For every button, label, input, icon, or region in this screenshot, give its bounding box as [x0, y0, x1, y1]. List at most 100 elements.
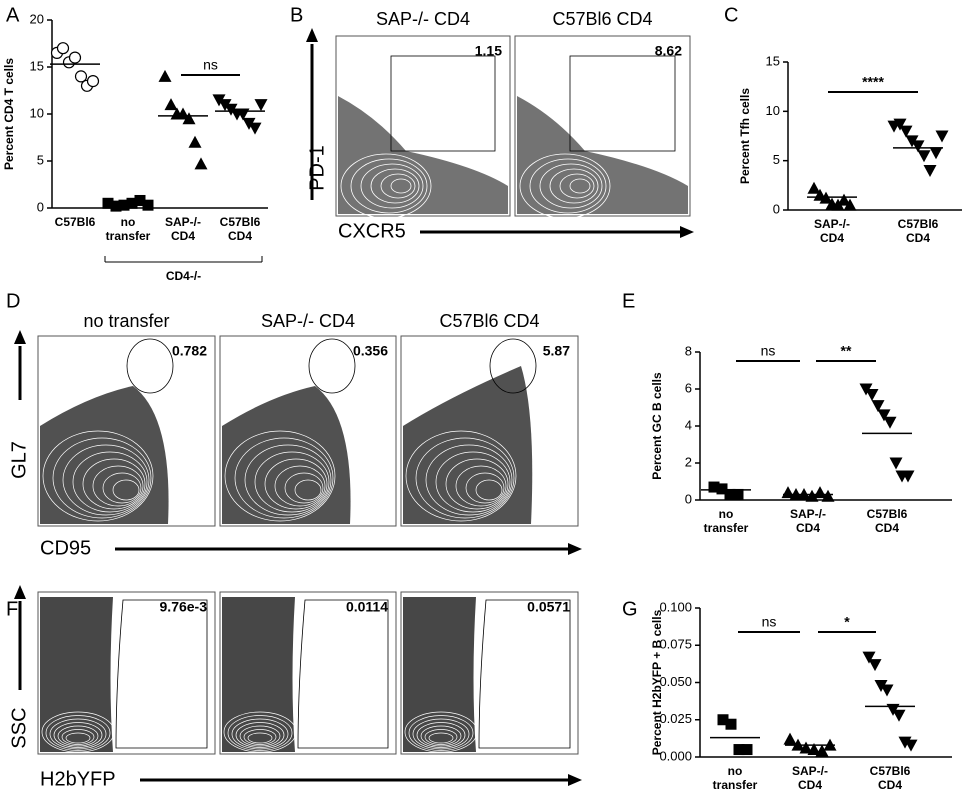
point — [865, 389, 879, 402]
point — [733, 744, 745, 756]
point — [68, 51, 82, 64]
x-axis-label: H2bYFP — [40, 768, 116, 790]
point — [892, 709, 906, 722]
contour — [284, 472, 324, 504]
x-tick-label: C57Bl6 — [870, 764, 911, 778]
contour — [539, 163, 603, 209]
point — [212, 94, 226, 107]
x-tick-label: CD4 — [820, 231, 844, 245]
contour — [425, 444, 513, 516]
point — [799, 741, 813, 754]
y-tick-label: 0 — [773, 201, 780, 216]
contour — [247, 732, 273, 744]
point — [134, 194, 146, 206]
point — [877, 409, 891, 422]
contour — [475, 479, 503, 501]
point — [923, 165, 937, 178]
contour — [243, 729, 277, 745]
x-tick-label: no — [719, 507, 734, 521]
group-label: CD4-/- — [166, 269, 201, 283]
contour — [231, 718, 289, 750]
contour — [264, 458, 328, 510]
y-tick-label: 5 — [37, 152, 44, 167]
gate — [390, 55, 496, 152]
panel-label: G — [622, 598, 638, 620]
contour — [380, 173, 416, 199]
contour — [92, 465, 144, 507]
contour — [340, 153, 432, 219]
point — [783, 732, 797, 745]
contour — [274, 465, 326, 507]
point — [889, 457, 903, 470]
density — [222, 597, 295, 752]
contour — [82, 458, 146, 510]
y-axis-label: PD-1 — [306, 145, 328, 191]
point — [158, 69, 172, 82]
contour — [370, 168, 420, 204]
x-tick-label: C57Bl6 — [867, 507, 908, 521]
x-tick-label: CD4 — [875, 521, 899, 535]
x-tick-label: transfer — [704, 521, 749, 535]
contour — [254, 451, 330, 513]
panel-label: C — [724, 4, 738, 26]
flow-plot-title: no transfer — [83, 311, 169, 331]
point — [716, 483, 728, 495]
gate-value: 1.15 — [475, 43, 502, 59]
significance-label: ns — [762, 614, 777, 630]
point — [893, 118, 907, 131]
point — [904, 739, 918, 752]
x-tick-label: no — [728, 764, 743, 778]
contour — [45, 715, 111, 751]
panel-label: D — [6, 290, 20, 312]
contour — [559, 173, 595, 199]
gate — [308, 338, 356, 394]
arrow-head — [568, 543, 582, 555]
x-tick-label: CD4 — [878, 778, 902, 792]
significance-label: ns — [761, 343, 776, 359]
density — [222, 386, 351, 524]
point — [741, 744, 753, 756]
gate — [297, 599, 389, 749]
gate-value: 0.782 — [172, 343, 207, 359]
flow-plot-title: C57Bl6 CD4 — [552, 9, 652, 29]
point — [242, 117, 256, 130]
contour — [519, 153, 611, 219]
contour — [61, 729, 95, 745]
y-axis-label: Percent CD4 T cells — [2, 58, 16, 170]
point — [224, 103, 238, 116]
y-tick-label: 15 — [30, 58, 44, 73]
contour — [549, 168, 599, 204]
gate-value: 0.356 — [353, 343, 388, 359]
panel-label: E — [622, 290, 635, 312]
y-tick-label: 0.050 — [659, 674, 692, 689]
point — [74, 70, 88, 83]
panel-label: F — [6, 598, 18, 620]
y-axis-label: Percent H2bYFP + B cells — [650, 609, 664, 755]
point — [821, 489, 835, 502]
arrow-head — [680, 226, 694, 238]
contour — [350, 158, 428, 214]
contour — [65, 732, 91, 744]
point — [194, 157, 208, 170]
point — [218, 99, 232, 112]
contour — [49, 718, 107, 750]
point — [871, 400, 885, 413]
point — [164, 98, 178, 111]
contour — [569, 178, 591, 194]
contour — [465, 472, 505, 504]
point — [725, 718, 737, 730]
x-tick-label: SAP-/- — [165, 215, 201, 229]
point — [917, 150, 931, 163]
y-tick-label: 0.075 — [659, 637, 692, 652]
gate-value: 0.0571 — [527, 599, 570, 615]
contour — [420, 725, 462, 747]
point — [118, 199, 130, 211]
point — [843, 198, 857, 211]
contour — [529, 158, 607, 214]
contour — [424, 729, 458, 745]
point — [899, 125, 913, 138]
flow-plot-title: SAP-/- CD4 — [376, 9, 470, 29]
flow-plot-title: C57Bl6 CD4 — [439, 311, 539, 331]
contour — [390, 178, 412, 194]
